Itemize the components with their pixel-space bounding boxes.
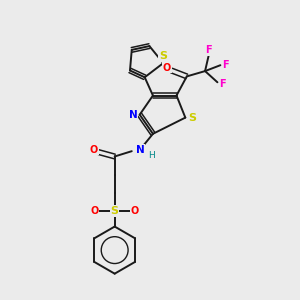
Text: F: F	[219, 79, 226, 89]
Text: N: N	[136, 145, 144, 155]
Text: H: H	[148, 151, 155, 160]
Text: N: N	[129, 110, 138, 120]
Text: F: F	[222, 60, 229, 70]
Text: S: S	[159, 51, 167, 61]
Text: S: S	[111, 206, 119, 216]
Text: O: O	[90, 206, 98, 216]
Text: F: F	[205, 46, 211, 56]
Text: O: O	[90, 145, 98, 155]
Text: O: O	[163, 63, 171, 73]
Text: S: S	[188, 112, 196, 123]
Text: O: O	[131, 206, 139, 216]
